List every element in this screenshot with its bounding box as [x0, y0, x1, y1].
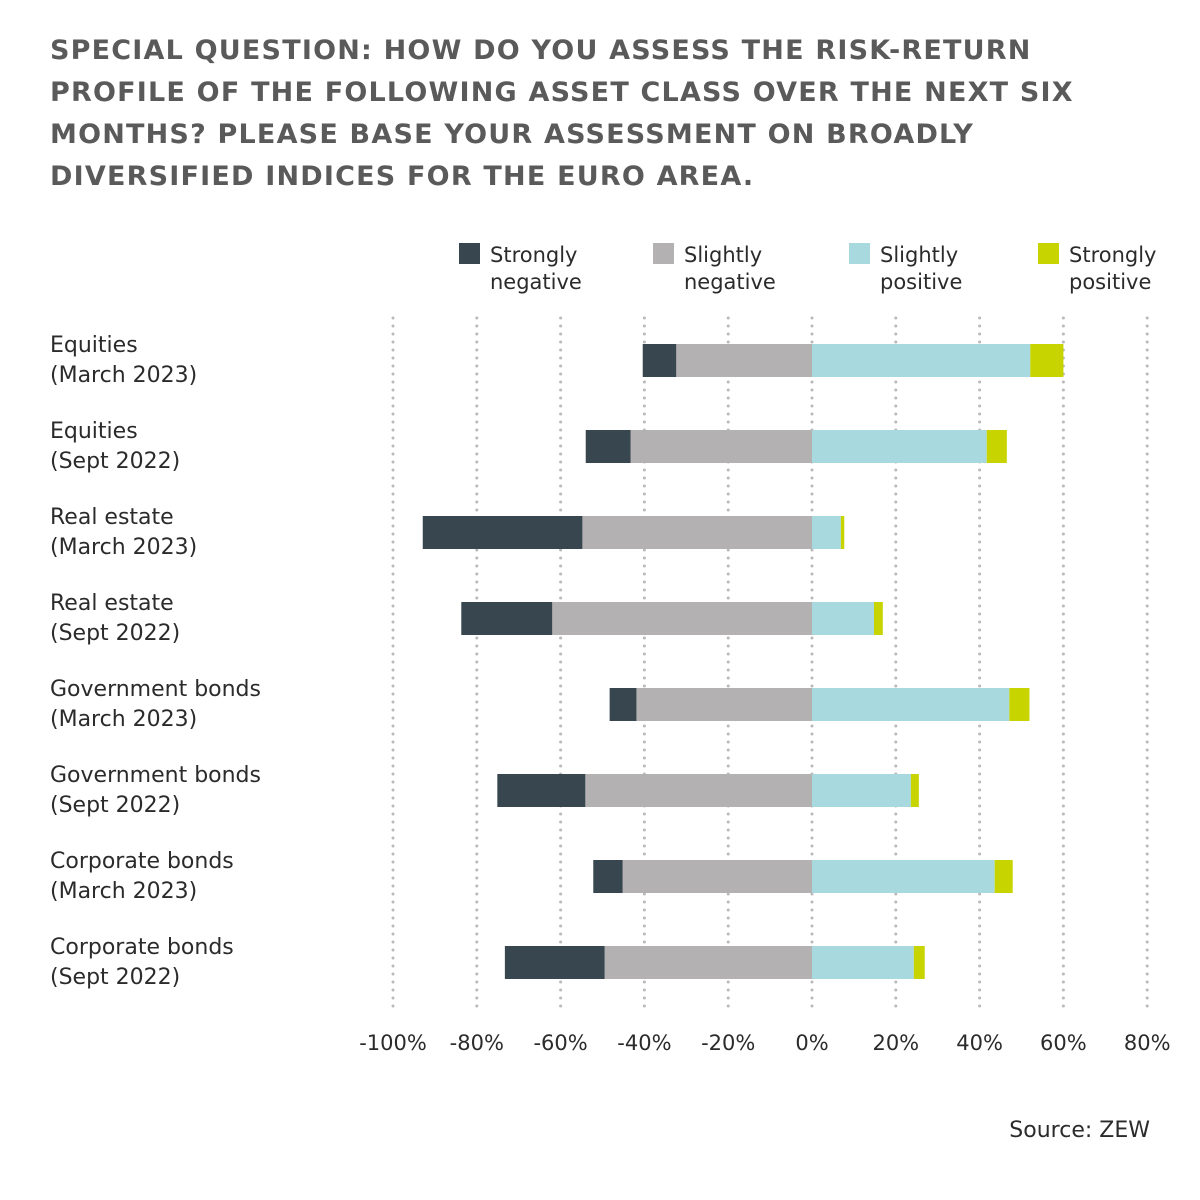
- legend-swatch: [653, 243, 674, 264]
- category-label-line: (March 2023): [50, 535, 197, 560]
- bar-strongly-negative: [609, 688, 637, 721]
- bar-slightly-positive: [812, 774, 911, 807]
- category-label-line: Corporate bonds: [50, 935, 234, 960]
- x-tick-label: 80%: [1124, 1031, 1171, 1055]
- bar-slightly-negative: [582, 516, 812, 549]
- bar-strongly-negative: [593, 860, 623, 893]
- category-label: Corporate bonds (Sept 2022): [50, 935, 234, 990]
- bar-slightly-negative: [622, 860, 812, 893]
- bar-slightly-negative: [630, 430, 812, 463]
- x-tick-label: -80%: [450, 1031, 504, 1055]
- bar-slightly-positive: [812, 688, 1010, 721]
- legend-label: Strongly positive: [1069, 243, 1157, 294]
- category-label-line: Real estate: [50, 591, 174, 616]
- category-label-line: Corporate bonds: [50, 849, 234, 874]
- bar-slightly-negative: [604, 946, 812, 979]
- bar-slightly-negative: [585, 774, 812, 807]
- category-label-line: Equities: [50, 419, 138, 444]
- x-tick-label: 20%: [872, 1031, 919, 1055]
- legend-label-line: positive: [880, 270, 962, 294]
- x-tick-label: -20%: [701, 1031, 755, 1055]
- bar-strongly-positive: [1030, 344, 1064, 377]
- legend-label-line: negative: [684, 270, 776, 294]
- bar-strongly-negative: [504, 946, 605, 979]
- category-label-line: (March 2023): [50, 707, 197, 732]
- x-tick-label: 0%: [795, 1031, 828, 1055]
- x-tick-label: 40%: [956, 1031, 1003, 1055]
- legend-swatch: [1038, 243, 1059, 264]
- bar-strongly-positive: [910, 774, 919, 807]
- bar-strongly-negative: [497, 774, 586, 807]
- category-labels: Equities (March 2023)Equities (Sept 2022)R…: [50, 333, 261, 990]
- x-tick-label: -60%: [533, 1031, 587, 1055]
- x-tick-label: -40%: [617, 1031, 671, 1055]
- bar-slightly-negative: [552, 602, 812, 635]
- category-label: Real estate (Sept 2022): [50, 591, 180, 646]
- chart-title: SPECIAL QUESTION: HOW DO YOU ASSESS THE …: [50, 35, 1074, 192]
- category-label-line: Real estate: [50, 505, 174, 530]
- legend-label-line: Strongly: [1069, 243, 1157, 267]
- legend-label: Slightly positive: [880, 243, 962, 294]
- legend-label-line: positive: [1069, 270, 1151, 294]
- category-label-line: (Sept 2022): [50, 449, 180, 474]
- bar-slightly-positive: [812, 860, 995, 893]
- legend-label-line: Strongly: [490, 243, 578, 267]
- category-label-line: (Sept 2022): [50, 793, 180, 818]
- category-label-line: Government bonds: [50, 763, 261, 788]
- x-tick-label: 60%: [1040, 1031, 1087, 1055]
- bar-strongly-positive: [994, 860, 1013, 893]
- legend-label-line: Slightly: [880, 243, 958, 267]
- x-tick-label: -100%: [359, 1031, 427, 1055]
- bar-strongly-positive: [874, 602, 883, 635]
- bar-strongly-negative: [461, 602, 553, 635]
- category-label: Government bonds (Sept 2022): [50, 763, 261, 818]
- legend-label: Slightly negative: [684, 243, 776, 294]
- x-axis-tick-labels: -100% -80% -60% -40% -20% 0% 20% 40% 60% 80%: [359, 1031, 1170, 1055]
- bar-slightly-negative: [676, 344, 812, 377]
- legend-swatch: [459, 243, 480, 264]
- category-label-line: Equities: [50, 333, 138, 358]
- bar-slightly-positive: [812, 946, 914, 979]
- grid: [391, 316, 1149, 1012]
- source-note: Source: ZEW: [1009, 1118, 1150, 1143]
- category-label-line: (Sept 2022): [50, 621, 180, 646]
- bar-slightly-negative: [636, 688, 812, 721]
- legend-label: Strongly negative: [490, 243, 582, 294]
- category-label: Government bonds (March 2023): [50, 677, 261, 732]
- category-label-line: (Sept 2022): [50, 965, 180, 990]
- bar-slightly-positive: [812, 344, 1031, 377]
- legend-label-line: Slightly: [684, 243, 762, 267]
- category-label: Equities (Sept 2022): [50, 419, 180, 474]
- category-label-line: Government bonds: [50, 677, 261, 702]
- bar-slightly-positive: [812, 430, 987, 463]
- bar-strongly-positive: [913, 946, 925, 979]
- bar-strongly-negative: [422, 516, 583, 549]
- bar-strongly-negative: [585, 430, 631, 463]
- bar-slightly-positive: [812, 602, 875, 635]
- category-label: Real estate (March 2023): [50, 505, 197, 560]
- bar-strongly-positive: [986, 430, 1007, 463]
- bar-strongly-positive: [840, 516, 845, 549]
- bar-strongly-negative: [642, 344, 677, 377]
- category-label-line: (March 2023): [50, 879, 197, 904]
- legend-swatch: [849, 243, 870, 264]
- bars: [422, 344, 1064, 979]
- bar-strongly-positive: [1009, 688, 1030, 721]
- legend-label-line: negative: [490, 270, 582, 294]
- bar-slightly-positive: [812, 516, 841, 549]
- category-label: Equities (March 2023): [50, 333, 197, 388]
- category-label-line: (March 2023): [50, 363, 197, 388]
- category-label: Corporate bonds (March 2023): [50, 849, 234, 904]
